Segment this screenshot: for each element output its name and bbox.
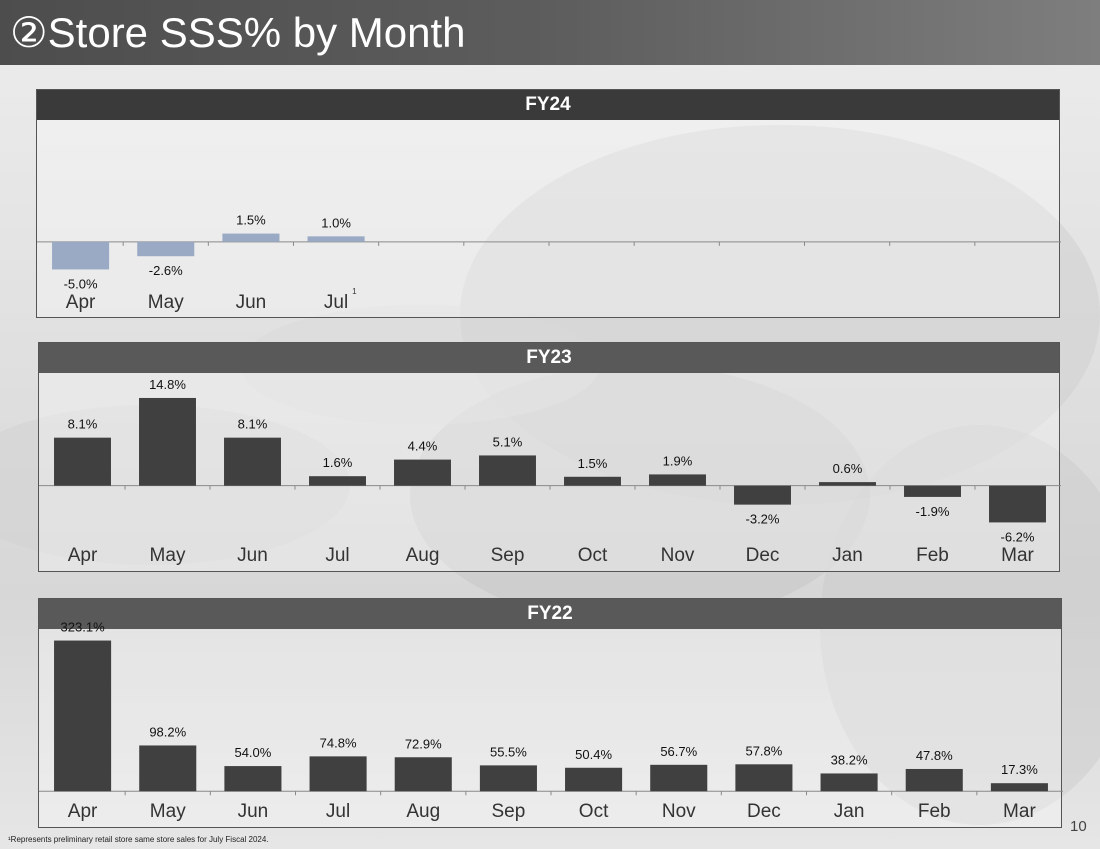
category-label-jul: Jul xyxy=(326,801,350,822)
data-label-jul: 1.6% xyxy=(323,455,353,470)
bar-sep xyxy=(479,765,537,792)
bar-jun xyxy=(224,766,282,792)
data-label-jun: 8.1% xyxy=(238,417,268,432)
chart-fy22-plot: 323.1% Apr 98.2% May 54.0% Jun 74.8% Jul 72.9% Au… xyxy=(39,620,1063,822)
category-label-feb: Feb xyxy=(918,801,951,822)
bar-sep xyxy=(479,455,536,486)
category-label-jul: Jul xyxy=(325,545,349,566)
category-label-jan: Jan xyxy=(832,545,863,566)
data-label-jun: 54.0% xyxy=(234,745,271,760)
chart-fy24: FY24 -5.0% Apr -2.6% May 1.5% Jun 1.0% Jul 1 xyxy=(36,89,1061,318)
data-label-sep: 55.5% xyxy=(490,744,527,759)
bar-may xyxy=(137,241,195,257)
data-label-mar: 17.3% xyxy=(1001,762,1038,777)
bar-apr xyxy=(54,640,112,792)
bar-mar xyxy=(990,783,1048,792)
chart-fy23-title: FY23 xyxy=(39,343,1059,373)
category-label-jun: Jun xyxy=(238,801,269,822)
footnote-marker: 1 xyxy=(352,287,357,296)
category-label-sep: Sep xyxy=(491,545,525,566)
bar-jul xyxy=(307,236,365,242)
category-label-jun: Jun xyxy=(236,292,267,313)
category-label-may: May xyxy=(150,545,186,566)
category-label-aug: Aug xyxy=(406,545,440,566)
data-label-aug: 72.9% xyxy=(405,736,442,751)
bar-jun xyxy=(224,437,281,486)
data-label-jun: 1.5% xyxy=(236,213,266,228)
bar-apr xyxy=(54,437,111,486)
category-label-nov: Nov xyxy=(662,801,696,822)
data-label-jul: 74.8% xyxy=(320,735,357,750)
bar-jul xyxy=(309,476,366,486)
page-number: 10 xyxy=(1070,818,1087,835)
bar-jun xyxy=(222,233,280,242)
category-label-apr: Apr xyxy=(66,292,96,313)
data-label-aug: 4.4% xyxy=(408,439,438,454)
bar-nov xyxy=(650,764,708,792)
category-label-may: May xyxy=(148,292,184,313)
category-label-apr: Apr xyxy=(68,801,98,822)
bar-jul xyxy=(309,756,367,792)
bar-may xyxy=(139,745,197,792)
data-label-dec: 57.8% xyxy=(745,743,782,758)
bar-jan xyxy=(819,482,876,486)
category-label-dec: Dec xyxy=(746,545,780,566)
category-label-may: May xyxy=(150,801,186,822)
category-label-jun: Jun xyxy=(237,545,268,566)
bar-aug xyxy=(394,459,451,486)
bar-nov xyxy=(649,474,706,486)
category-label-apr: Apr xyxy=(68,545,98,566)
data-label-oct: 50.4% xyxy=(575,747,612,762)
data-label-dec: -3.2% xyxy=(746,512,780,527)
data-label-sep: 5.1% xyxy=(493,434,523,449)
category-label-mar: Mar xyxy=(1001,545,1034,566)
data-label-feb: 47.8% xyxy=(916,748,953,763)
category-label-dec: Dec xyxy=(747,801,781,822)
data-label-jan: 0.6% xyxy=(833,461,863,476)
data-label-may: -2.6% xyxy=(149,263,183,278)
category-label-jul: Jul xyxy=(324,292,348,313)
data-label-mar: -6.2% xyxy=(1001,529,1035,544)
category-label-nov: Nov xyxy=(661,545,695,566)
bar-oct xyxy=(564,476,621,486)
bar-apr xyxy=(52,241,110,270)
bar-dec xyxy=(735,764,793,792)
chart-fy24-title: FY24 xyxy=(37,90,1059,120)
chart-fy24-plot: -5.0%Apr -2.6% May 1.5% Jun 1.0% Jul 1 xyxy=(37,213,1061,313)
category-label-oct: Oct xyxy=(578,545,608,566)
data-label-may: 14.8% xyxy=(149,377,186,392)
bar-aug xyxy=(394,757,452,792)
data-label-oct: 1.5% xyxy=(578,456,608,471)
page-title: ②Store SSS% by Month xyxy=(0,0,1100,65)
category-label-sep: Sep xyxy=(492,801,526,822)
bar-jan xyxy=(820,773,878,792)
chart-fy23: FY23 8.1% Apr 14.8% May 8.1% Jun 1.6% Jul 4.4% Au… xyxy=(38,342,1061,572)
chart-fy22-title: FY22 xyxy=(39,599,1061,629)
data-label-jul: 1.0% xyxy=(321,215,351,230)
category-label-feb: Feb xyxy=(916,545,949,566)
bar-feb xyxy=(905,768,963,792)
category-label-oct: Oct xyxy=(579,801,609,822)
footnote: ¹Represents preliminary retail store sam… xyxy=(8,835,269,844)
data-label-apr: -5.0% xyxy=(64,276,98,291)
chart-fy22: FY22 323.1% Apr 98.2% May 54.0% Jun 74.8% Jul 72… xyxy=(38,598,1063,828)
data-label-nov: 1.9% xyxy=(663,453,693,468)
bar-may xyxy=(139,397,196,486)
bar-mar xyxy=(989,485,1046,523)
data-label-feb: -1.9% xyxy=(916,504,950,519)
category-label-aug: Aug xyxy=(406,801,440,822)
data-label-nov: 56.7% xyxy=(660,744,697,759)
bar-dec xyxy=(734,485,791,505)
data-label-jan: 38.2% xyxy=(831,752,868,767)
chart-fy23-plot: 8.1% Apr 14.8% May 8.1% Jun 1.6% Jul 4.4% Aug 5.1%… xyxy=(39,377,1061,566)
data-label-apr: 8.1% xyxy=(68,417,98,432)
category-label-jan: Jan xyxy=(834,801,865,822)
bar-oct xyxy=(565,767,623,792)
category-label-mar: Mar xyxy=(1003,801,1036,822)
bar-feb xyxy=(904,485,961,497)
data-label-may: 98.2% xyxy=(149,724,186,739)
data-label-apr: 323.1% xyxy=(61,620,106,635)
